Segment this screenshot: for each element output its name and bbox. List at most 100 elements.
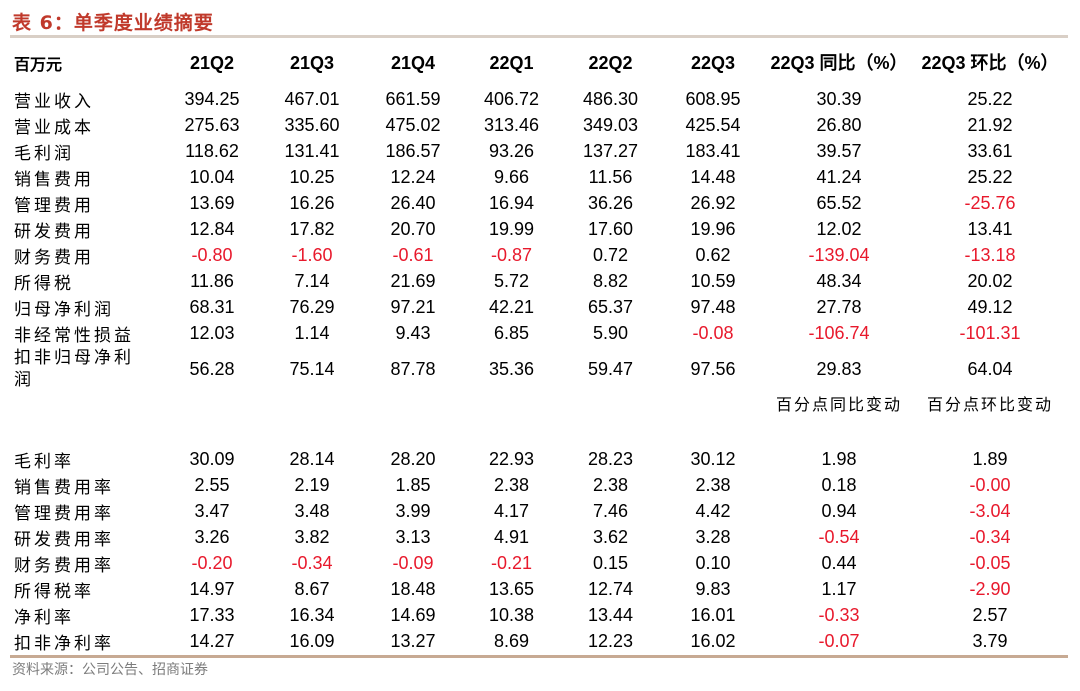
- table-cell: 65.37: [587, 296, 634, 317]
- row-label: 财务费用率: [14, 555, 114, 576]
- table-cell: 0.10: [695, 552, 731, 573]
- table-cell: 608.95: [685, 88, 741, 109]
- table-cell: 1.89: [972, 448, 1008, 469]
- table-row: 财务费用 -0.80 -1.60 -0.61 -0.87 0.72 0.62 -139.04 -…: [14, 242, 1066, 268]
- row-label: 管理费用: [14, 195, 94, 216]
- table-cell: 26.92: [690, 192, 736, 213]
- row-label: 管理费用率: [14, 503, 114, 524]
- table-cell: 59.47: [587, 358, 634, 379]
- col-header: 21Q2: [189, 52, 235, 73]
- table-cell: 8.82: [592, 270, 629, 291]
- table-row: 所得税率 14.97 8.67 18.48 13.65 12.74 9.83 1.17 -2.9…: [14, 576, 1066, 602]
- table-cell: 2.38: [695, 474, 731, 495]
- table-cell: 16.94: [488, 192, 535, 213]
- table-cell: 3.47: [194, 500, 230, 521]
- table-cell: 35.36: [488, 358, 535, 379]
- table-cell: 3.48: [294, 500, 330, 521]
- quarterly-results-table: 百万元 21Q2 21Q3 21Q4 22Q1 22Q2 22Q3 22Q3 同…: [14, 40, 1066, 654]
- top-rule: [10, 35, 1068, 38]
- table-cell: 8.67: [294, 578, 330, 599]
- table-cell: 87.78: [390, 358, 436, 379]
- table-cell: -2.90: [969, 578, 1011, 599]
- row-label: 毛利润: [14, 143, 74, 164]
- table-cell: 7.46: [592, 500, 629, 521]
- table-cell: 30.12: [690, 448, 736, 469]
- table-cell: 39.57: [816, 140, 862, 161]
- col-header: 21Q4: [390, 52, 436, 73]
- table-cell: 13.27: [390, 630, 436, 651]
- table-cell: 10.38: [488, 604, 535, 625]
- table-cell: 7.14: [294, 270, 330, 291]
- table-cell: 17.82: [289, 218, 335, 239]
- table-cell: 97.48: [690, 296, 736, 317]
- source-note: 资料来源：公司公告、招商证券: [12, 662, 208, 678]
- table-cell: 19.96: [690, 218, 736, 239]
- table-cell: 467.01: [284, 88, 340, 109]
- table-cell: 13.44: [587, 604, 634, 625]
- table-row: 研发费用率 3.26 3.82 3.13 4.91 3.62 3.28 -0.54 -0.34: [14, 524, 1066, 550]
- table-cell: 29.83: [816, 358, 862, 379]
- table-cell: 11.86: [190, 270, 234, 291]
- table-cell: 475.02: [385, 114, 441, 135]
- qoq-points-header: 百分点环比变动: [926, 395, 1053, 414]
- table-cell: 76.29: [289, 296, 335, 317]
- table-row: 管理费用 13.69 16.26 26.40 16.94 36.26 26.92 65.52 -…: [14, 190, 1066, 216]
- table-cell: 20.70: [390, 218, 436, 239]
- table-row: 非经常性损益 12.03 1.14 9.43 6.85 5.90 -0.08 -106.74 -…: [14, 320, 1066, 346]
- table-cell: 1.98: [821, 448, 857, 469]
- table-cell: 313.46: [483, 114, 540, 135]
- table-cell: -0.61: [392, 244, 434, 265]
- table-cell: 4.42: [695, 500, 731, 521]
- table-cell: 183.41: [685, 140, 741, 161]
- table-cell: 12.74: [587, 578, 634, 599]
- table-cell: 26.80: [816, 114, 862, 135]
- table-cell: 19.99: [488, 218, 535, 239]
- table-cell: 27.78: [816, 296, 862, 317]
- table-cell: -0.07: [818, 630, 860, 651]
- table-cell: 406.72: [483, 88, 540, 109]
- table-row: 销售费用 10.04 10.25 12.24 9.66 11.56 14.48 41.24 25…: [14, 164, 1066, 190]
- table-cell: 75.14: [289, 358, 335, 379]
- table-cell: 0.15: [592, 552, 629, 573]
- table-cell: 16.34: [289, 604, 335, 625]
- table-cell: 36.26: [587, 192, 634, 213]
- table-cell: 8.69: [493, 630, 530, 651]
- table-cell: -106.74: [808, 322, 870, 343]
- table-row: 研发费用 12.84 17.82 20.70 19.99 17.60 19.96 12.02 1…: [14, 216, 1066, 242]
- row-label: 非经常性损益: [14, 325, 134, 346]
- row-label: 所得税: [14, 273, 74, 294]
- table-cell: 12.23: [587, 630, 634, 651]
- table-cell: 42.21: [488, 296, 535, 317]
- table-cell: 0.72: [592, 244, 629, 265]
- table-cell: 4.91: [493, 526, 530, 547]
- table-cell: 97.21: [390, 296, 436, 317]
- table-cell: 26.40: [390, 192, 436, 213]
- table-cell: -0.80: [191, 244, 233, 265]
- table-row: 销售费用率 2.55 2.19 1.85 2.38 2.38 2.38 0.18 -0.00: [14, 472, 1066, 498]
- table-cell: 30.39: [816, 88, 862, 109]
- row-label: 研发费用: [14, 221, 94, 242]
- row-label: 净利率: [14, 607, 74, 628]
- table-cell: 28.14: [289, 448, 335, 469]
- table-cell: 3.82: [294, 526, 330, 547]
- table-cell: -3.04: [969, 500, 1011, 521]
- table-cell: 349.03: [582, 114, 639, 135]
- table-cell: 275.63: [184, 114, 240, 135]
- table-cell: 394.25: [184, 88, 240, 109]
- table-row: 净利率 17.33 16.34 14.69 10.38 13.44 16.01 -0.33 2.…: [14, 602, 1066, 628]
- table-cell: 16.02: [690, 630, 736, 651]
- table-cell: 14.27: [189, 630, 235, 651]
- table-cell: 13.41: [967, 218, 1013, 239]
- table-cell: 16.09: [289, 630, 335, 651]
- row-label: 销售费用率: [14, 477, 114, 498]
- table-cell: 137.27: [582, 140, 639, 161]
- header-row: 百万元 21Q2 21Q3 21Q4 22Q1 22Q2 22Q3 22Q3 同…: [14, 40, 1066, 86]
- table-cell: 0.44: [821, 552, 857, 573]
- table-cell: 661.59: [385, 88, 441, 109]
- unit-header: 百万元: [14, 55, 63, 74]
- table-cell: 1.17: [821, 578, 857, 599]
- table-row: 财务费用率 -0.20 -0.34 -0.09 -0.21 0.15 0.10 0.44 -0.…: [14, 550, 1066, 576]
- table-cell: 17.33: [189, 604, 235, 625]
- table-cell: 49.12: [967, 296, 1013, 317]
- row-label: 研发费用率: [14, 529, 114, 550]
